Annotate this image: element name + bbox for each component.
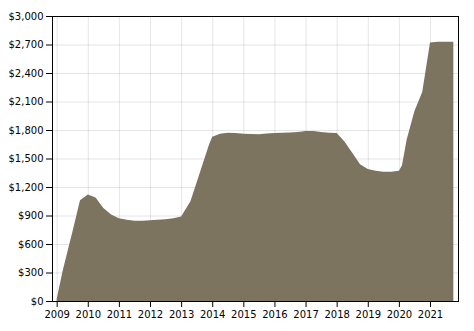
svg-text:2009: 2009 xyxy=(44,309,69,320)
svg-text:$2,700: $2,700 xyxy=(9,39,44,50)
svg-text:$1,800: $1,800 xyxy=(9,125,44,136)
svg-text:2015: 2015 xyxy=(231,309,256,320)
svg-text:2017: 2017 xyxy=(293,309,318,320)
svg-text:$0: $0 xyxy=(31,296,44,307)
svg-text:2019: 2019 xyxy=(356,309,381,320)
svg-text:2011: 2011 xyxy=(107,309,132,320)
svg-text:$3,000: $3,000 xyxy=(9,11,44,22)
svg-text:2021: 2021 xyxy=(418,309,443,320)
svg-text:2012: 2012 xyxy=(138,309,163,320)
svg-text:2016: 2016 xyxy=(262,309,287,320)
svg-text:2010: 2010 xyxy=(76,309,101,320)
svg-text:$1,200: $1,200 xyxy=(9,182,44,193)
svg-text:$2,100: $2,100 xyxy=(9,96,44,107)
svg-text:$2,400: $2,400 xyxy=(9,68,44,79)
svg-text:2014: 2014 xyxy=(200,309,225,320)
svg-text:$900: $900 xyxy=(18,210,43,221)
svg-text:2020: 2020 xyxy=(387,309,412,320)
svg-text:$600: $600 xyxy=(18,239,43,250)
svg-text:$300: $300 xyxy=(18,267,43,278)
svg-text:2013: 2013 xyxy=(169,309,194,320)
svg-text:$1,500: $1,500 xyxy=(9,153,44,164)
svg-text:2018: 2018 xyxy=(324,309,349,320)
